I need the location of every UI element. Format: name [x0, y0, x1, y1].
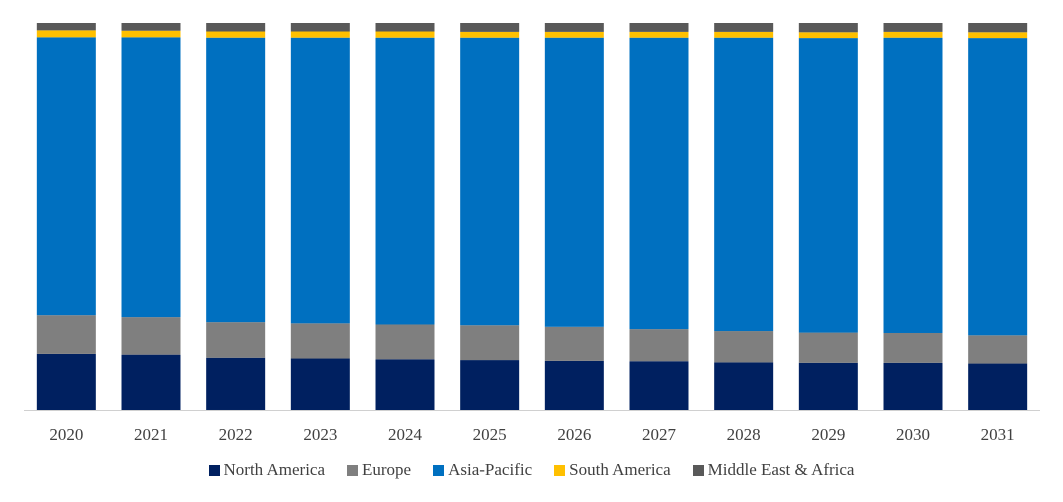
legend-label: North America: [223, 460, 326, 479]
bar-2025-north-america: [460, 360, 520, 410]
bar-2030-asia-pacific: [883, 37, 943, 333]
bar-2025-middle-east-africa: [460, 23, 520, 32]
x-tick-label: 2020: [49, 425, 83, 444]
bar-2023-south-america: [290, 31, 350, 38]
legend-swatch: [554, 464, 566, 476]
bar-2026-middle-east-africa: [544, 23, 604, 32]
legend-swatch: [347, 464, 359, 476]
legend-label: South America: [569, 460, 671, 479]
bar-2025-europe: [460, 325, 520, 361]
bar-2029-south-america: [798, 32, 858, 39]
legend-item-europe: Europe: [347, 460, 411, 480]
bar-2022-europe: [206, 322, 266, 358]
bar-2028-europe: [714, 331, 774, 363]
bar-2030-north-america: [883, 362, 943, 410]
x-tick-label: 2028: [727, 425, 761, 444]
bar-2026-asia-pacific: [544, 37, 604, 327]
x-tick-label: 2021: [134, 425, 168, 444]
legend-swatch: [208, 464, 220, 476]
legend-label: Europe: [362, 460, 412, 479]
bar-2028-middle-east-africa: [714, 23, 774, 32]
bar-2027-asia-pacific: [629, 37, 689, 330]
bar-2024-europe: [375, 324, 435, 360]
bar-2029-europe: [798, 332, 858, 363]
legend-label: Middle East & Africa: [707, 460, 855, 479]
bar-2029-north-america: [798, 362, 858, 410]
x-tick-label: 2022: [219, 425, 253, 444]
bar-2023-north-america: [290, 358, 350, 410]
bar-2027-south-america: [629, 31, 689, 38]
bar-2029-middle-east-africa: [798, 23, 858, 33]
bar-2020-europe: [36, 315, 96, 354]
bar-2028-south-america: [714, 31, 774, 38]
legend-label: Asia-Pacific: [448, 460, 533, 479]
bar-2027-middle-east-africa: [629, 23, 689, 32]
bar-2031-middle-east-africa: [968, 23, 1028, 33]
bar-2024-middle-east-africa: [375, 23, 435, 32]
bar-2025-south-america: [460, 31, 520, 38]
bar-2021-europe: [121, 317, 181, 355]
legend-item-middle-east-africa: Middle East & Africa: [692, 460, 855, 480]
bar-2025-asia-pacific: [460, 37, 520, 326]
x-tick-label: 2029: [811, 425, 845, 444]
bar-2024-north-america: [375, 359, 435, 410]
bar-2022-middle-east-africa: [206, 23, 266, 32]
x-tick-label: 2024: [388, 425, 423, 444]
bar-2021-asia-pacific: [121, 37, 181, 318]
bar-2020-middle-east-africa: [36, 23, 96, 31]
bar-2020-asia-pacific: [36, 37, 96, 316]
x-tick-label: 2027: [642, 425, 677, 444]
bar-2029-asia-pacific: [798, 38, 858, 333]
x-tick-label: 2031: [981, 425, 1015, 444]
bar-2031-asia-pacific: [968, 38, 1028, 336]
bar-2030-middle-east-africa: [883, 23, 943, 32]
legend-swatch: [692, 464, 704, 476]
bar-2020-north-america: [36, 353, 96, 410]
bar-2022-south-america: [206, 31, 266, 38]
bar-2022-north-america: [206, 357, 266, 410]
bar-2031-south-america: [968, 32, 1028, 39]
legend-item-asia-pacific: Asia-Pacific: [433, 460, 532, 480]
bars-group: [36, 23, 1028, 410]
bar-2026-north-america: [544, 360, 604, 410]
legend-item-north-america: North America: [208, 460, 326, 480]
bar-2021-south-america: [121, 30, 181, 38]
bar-2023-asia-pacific: [290, 37, 350, 324]
bar-2027-north-america: [629, 361, 689, 410]
x-tick-label: 2030: [896, 425, 930, 444]
bar-2020-south-america: [36, 30, 96, 38]
bar-2024-south-america: [375, 31, 435, 38]
bar-2028-north-america: [714, 362, 774, 410]
bar-2026-south-america: [544, 31, 604, 38]
bar-2026-europe: [544, 326, 604, 361]
legend-swatch: [433, 464, 445, 476]
legend-item-south-america: South America: [554, 460, 671, 480]
bar-2022-asia-pacific: [206, 37, 266, 323]
bar-2024-asia-pacific: [375, 37, 435, 325]
x-tick-labels: 2020 2021 2022 2023 2024 2025 2026 2027 2028 2029…: [49, 425, 1014, 444]
bar-2023-europe: [290, 323, 350, 359]
bar-2027-europe: [629, 329, 689, 362]
x-tick-label: 2023: [303, 425, 337, 444]
bar-2030-europe: [883, 332, 943, 363]
bar-2023-middle-east-africa: [290, 23, 350, 32]
legend: North America Europe Asia-Pacific South Ame…: [0, 460, 1063, 480]
bar-2031-europe: [968, 335, 1028, 364]
bar-2031-north-america: [968, 363, 1028, 410]
bar-2021-north-america: [121, 354, 181, 410]
bar-2030-south-america: [883, 31, 943, 38]
bar-2028-asia-pacific: [714, 37, 774, 332]
bar-2021-middle-east-africa: [121, 23, 181, 31]
x-tick-label: 2026: [557, 425, 591, 444]
x-tick-label: 2025: [473, 425, 507, 444]
